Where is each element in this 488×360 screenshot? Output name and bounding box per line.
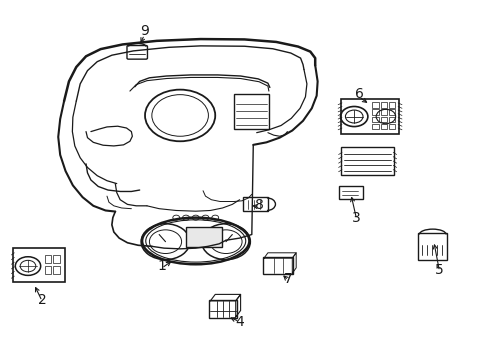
Bar — [388, 109, 394, 115]
Bar — [53, 255, 60, 263]
Bar — [371, 124, 378, 129]
Bar — [371, 102, 378, 108]
Bar — [53, 266, 60, 274]
Bar — [380, 117, 386, 122]
Text: 3: 3 — [351, 211, 360, 225]
Bar — [380, 109, 386, 115]
Bar — [380, 124, 386, 129]
Text: 8: 8 — [254, 198, 263, 212]
Bar — [44, 255, 51, 263]
Bar — [388, 102, 394, 108]
Bar — [371, 109, 378, 115]
Bar — [380, 102, 386, 108]
Text: 6: 6 — [354, 87, 363, 101]
Text: 7: 7 — [284, 271, 292, 285]
Bar — [371, 117, 378, 122]
Text: 5: 5 — [434, 263, 443, 276]
Bar — [388, 124, 394, 129]
Bar — [388, 117, 394, 122]
Text: 1: 1 — [157, 259, 166, 273]
Text: 2: 2 — [38, 293, 46, 307]
Text: 4: 4 — [235, 315, 244, 329]
Bar — [44, 266, 51, 274]
Text: 9: 9 — [140, 24, 149, 38]
FancyBboxPatch shape — [185, 226, 222, 247]
